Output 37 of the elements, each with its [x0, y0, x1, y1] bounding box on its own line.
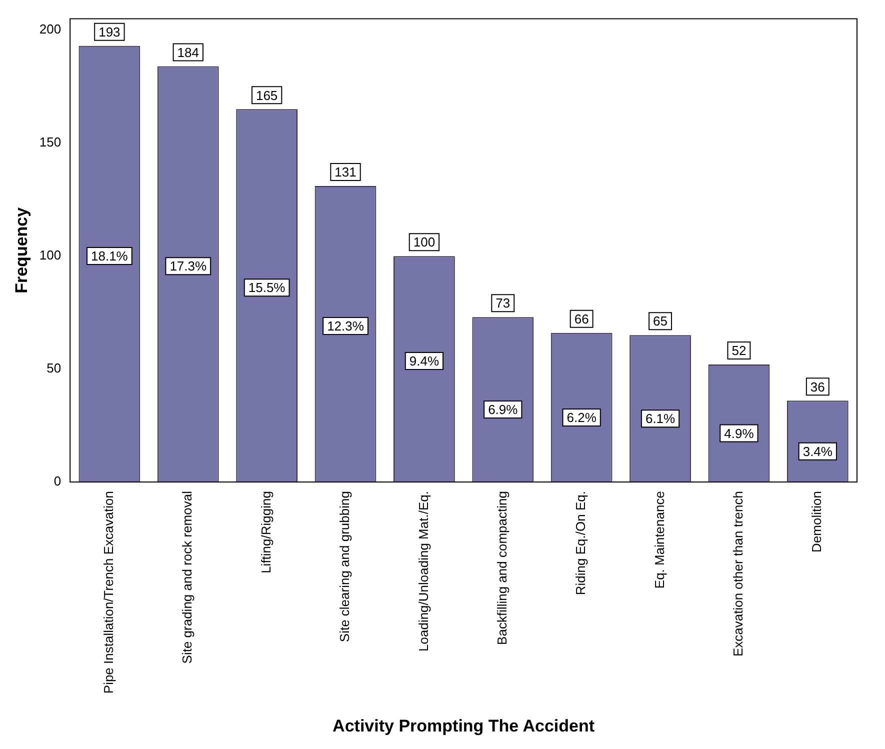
data-label: 100 [413, 234, 436, 250]
annotation: 6.1% [645, 411, 676, 426]
x-axis-title: Activity Prompting The Accident [332, 716, 595, 736]
data-label: 193 [98, 24, 120, 40]
x-tick-label: Site clearing and grubbing [337, 491, 352, 642]
annotation: 15.5% [248, 280, 286, 296]
annotation: 18.1% [91, 248, 128, 264]
annotation: 17.3% [170, 258, 207, 274]
annotation: 9.4% [409, 354, 440, 369]
x-tick-label: Eq. Maintenance [652, 491, 667, 589]
y-axis-title: Frequency [12, 206, 31, 294]
x-tick-label: Demolition [809, 491, 824, 552]
annotation: 3.4% [802, 444, 833, 459]
data-label: 65 [653, 314, 668, 329]
annotation: 4.9% [724, 426, 754, 441]
x-tick-label: Excavation other than trench [730, 491, 746, 657]
data-label: 73 [496, 296, 510, 311]
annotation: 6.2% [566, 410, 597, 426]
x-tick-label: Lifting/Rigging [258, 491, 274, 574]
x-tick-label: Backfilling and compacting [494, 491, 510, 645]
data-label: 184 [177, 44, 199, 60]
annotation: 6.9% [488, 402, 518, 418]
data-label: 131 [334, 164, 356, 180]
x-tick-label: Loading/Unloading Mat./Eq. [416, 491, 431, 652]
y-tick-label: 100 [39, 248, 62, 263]
x-tick-label: Site grading and rock removal [180, 490, 195, 664]
y-tick-label: 0 [54, 474, 62, 489]
y-tick-label: 200 [39, 22, 62, 37]
y-tick-label: 50 [46, 360, 62, 376]
data-label: 52 [732, 343, 746, 358]
x-tick-label: Riding Eq./On Eq. [573, 491, 588, 596]
y-tick-label: 150 [39, 134, 62, 150]
data-label: 165 [256, 88, 278, 103]
annotation: 12.3% [327, 318, 364, 334]
x-tick-label: Pipe Installation/Trench Excavation [101, 491, 116, 694]
data-label: 66 [574, 311, 589, 326]
data-label: 36 [810, 379, 825, 394]
